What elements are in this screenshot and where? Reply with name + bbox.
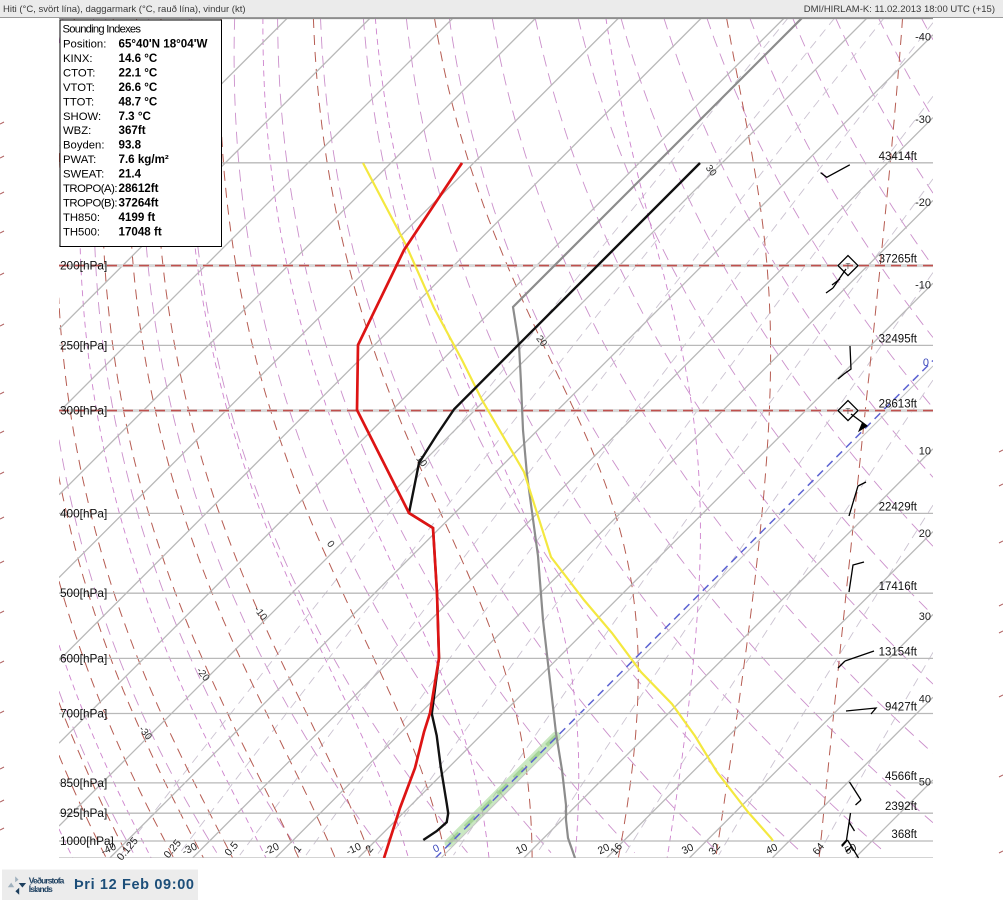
svg-text:TH500:: TH500:	[63, 226, 100, 238]
svg-text:-40: -40	[99, 841, 118, 858]
svg-text:9427ft: 9427ft	[885, 702, 918, 714]
svg-text:500[hPa]: 500[hPa]	[60, 586, 107, 600]
svg-text:TROPO(A):: TROPO(A):	[63, 183, 118, 195]
svg-text:WBZ:: WBZ:	[63, 125, 91, 137]
svg-text:250[hPa]: 250[hPa]	[60, 338, 107, 352]
svg-text:20: 20	[596, 841, 612, 857]
svg-text:28612ft: 28612ft	[119, 182, 159, 195]
svg-text:37264ft: 37264ft	[119, 196, 159, 209]
svg-text:-20: -20	[915, 197, 931, 209]
svg-text:20: 20	[919, 528, 931, 540]
svg-text:SWEAT:: SWEAT:	[63, 169, 104, 181]
svg-text:Þri 12 Feb 09:00: Þri 12 Feb 09:00	[74, 877, 194, 893]
svg-text:10: 10	[919, 445, 931, 457]
svg-text:600[hPa]: 600[hPa]	[60, 651, 107, 665]
svg-text:368ft: 368ft	[891, 829, 917, 841]
svg-text:400[hPa]: 400[hPa]	[60, 506, 107, 520]
svg-text:17048 ft: 17048 ft	[119, 225, 162, 238]
svg-text:-20: -20	[262, 841, 281, 858]
svg-text:700[hPa]: 700[hPa]	[60, 707, 107, 721]
svg-text:22429ft: 22429ft	[879, 501, 918, 513]
svg-text:850[hPa]: 850[hPa]	[60, 776, 107, 790]
svg-text:13154ft: 13154ft	[879, 646, 918, 658]
svg-text:26.6 °C: 26.6 °C	[119, 81, 158, 94]
svg-text:7.6 kg/m²: 7.6 kg/m²	[119, 153, 169, 166]
svg-text:40: 40	[764, 841, 780, 857]
svg-text:7.3 °C: 7.3 °C	[119, 110, 152, 123]
svg-text:CTOT:: CTOT:	[63, 67, 95, 79]
svg-text:KINX:: KINX:	[63, 53, 93, 65]
svg-text:Veðurstofa: Veðurstofa	[29, 875, 65, 885]
svg-text:43414ft: 43414ft	[879, 151, 918, 163]
svg-text:300[hPa]: 300[hPa]	[60, 404, 107, 418]
svg-text:-40: -40	[915, 31, 931, 43]
svg-text:-10: -10	[915, 280, 931, 292]
svg-text:367ft: 367ft	[119, 124, 146, 137]
svg-text:Sounding Indexes: Sounding Indexes	[63, 24, 142, 36]
svg-text:17416ft: 17416ft	[879, 581, 918, 593]
svg-text:Íslands: Íslands	[29, 883, 53, 894]
svg-text:TH850:: TH850:	[63, 212, 100, 224]
svg-text:50: 50	[843, 841, 859, 857]
svg-text:4199 ft: 4199 ft	[119, 211, 156, 224]
svg-text:50: 50	[919, 777, 931, 789]
svg-text:30: 30	[919, 611, 931, 623]
svg-text:1000[hPa]: 1000[hPa]	[60, 834, 114, 848]
svg-text:925[hPa]: 925[hPa]	[60, 806, 107, 820]
svg-text:93.8: 93.8	[119, 139, 142, 152]
svg-text:Position:: Position:	[63, 39, 106, 51]
svg-text:0: 0	[923, 357, 929, 369]
svg-text:-30: -30	[180, 841, 199, 858]
svg-text:PWAT:: PWAT:	[63, 154, 96, 166]
svg-text:0: 0	[431, 842, 442, 855]
svg-text:Boyden:: Boyden:	[63, 140, 104, 152]
svg-text:40: 40	[919, 694, 931, 706]
svg-text:Hiti (°C, svört lína), daggarm: Hiti (°C, svört lína), daggarmark (°C, r…	[3, 4, 246, 15]
svg-text:21.4: 21.4	[119, 168, 142, 181]
svg-text:4566ft: 4566ft	[885, 771, 918, 783]
svg-text:200[hPa]: 200[hPa]	[60, 259, 107, 273]
svg-text:10: 10	[514, 841, 530, 857]
svg-text:-10: -10	[344, 841, 363, 858]
svg-text:VTOT:: VTOT:	[63, 82, 95, 94]
svg-text:0: 0	[324, 539, 336, 551]
svg-text:37265ft: 37265ft	[879, 254, 918, 266]
svg-text:14.6 °C: 14.6 °C	[119, 52, 158, 65]
svg-text:DMI/HIRLAM-K: 11.02.2013 18:00: DMI/HIRLAM-K: 11.02.2013 18:00 UTC (+15)	[804, 4, 995, 15]
svg-text:30: 30	[680, 841, 696, 857]
svg-text:TTOT:: TTOT:	[63, 96, 94, 108]
svg-text:22.1 °C: 22.1 °C	[119, 66, 158, 79]
svg-text:SHOW:: SHOW:	[63, 111, 101, 123]
svg-text:T: T	[846, 262, 851, 271]
svg-text:T: T	[846, 407, 851, 416]
svg-text:28613ft: 28613ft	[879, 399, 918, 411]
svg-text:TROPO(B):: TROPO(B):	[63, 197, 118, 209]
svg-text:65°40'N 18°04'W: 65°40'N 18°04'W	[119, 38, 208, 51]
svg-text:48.7 °C: 48.7 °C	[119, 95, 158, 108]
svg-text:2392ft: 2392ft	[885, 801, 918, 813]
svg-text:32495ft: 32495ft	[879, 333, 918, 345]
svg-text:-30: -30	[915, 114, 931, 126]
